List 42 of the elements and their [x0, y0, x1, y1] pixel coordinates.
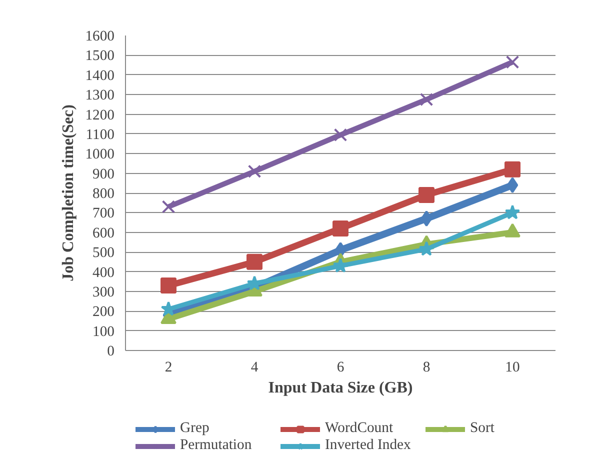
- point: [332, 220, 348, 236]
- y-tick-label: 900: [92, 166, 114, 182]
- x-tick-label: 10: [505, 360, 520, 376]
- point: [162, 200, 176, 214]
- x-axis-title: Input Data Size (GB): [268, 380, 413, 396]
- y-tick-label: 1600: [85, 28, 114, 44]
- point: [246, 254, 262, 270]
- y-tick-label: 1100: [86, 126, 115, 143]
- point: [504, 204, 520, 220]
- y-tick-label: 1400: [85, 68, 114, 84]
- x-tick-label: 8: [422, 360, 430, 376]
- point: [334, 128, 348, 142]
- point: [248, 164, 262, 178]
- y-tick-label: 1500: [85, 48, 114, 64]
- y-axis-title: Job Completion time(Sec): [60, 104, 78, 282]
- x-tick-label: 4: [250, 360, 259, 376]
- point: [420, 92, 434, 106]
- point: [420, 210, 432, 227]
- point: [418, 186, 434, 203]
- x-tick-label: 2: [164, 360, 172, 376]
- y-tick-label: 1200: [85, 107, 114, 124]
- point: [504, 161, 520, 178]
- y-tick-label: 300: [92, 284, 114, 300]
- y-tick-label: 700: [92, 206, 114, 222]
- y-tick-label: 1000: [85, 146, 114, 163]
- point: [506, 55, 520, 69]
- legend-label: Permutation: [180, 437, 253, 454]
- y-tick-label: 800: [92, 186, 114, 202]
- legend-label: Grep: [180, 420, 210, 437]
- x-tick-label: 6: [336, 360, 344, 376]
- legend-label: Inverted Index: [325, 437, 412, 454]
- legend-label: WordCount: [325, 420, 394, 437]
- point: [506, 177, 518, 194]
- y-tick-label: 0: [107, 344, 114, 360]
- y-tick-label: 200: [92, 304, 114, 320]
- y-tick-label: 400: [92, 264, 114, 281]
- legend-label: Sort: [470, 420, 496, 437]
- y-tick-label: 1300: [85, 88, 114, 104]
- y-tick-label: 100: [92, 324, 114, 340]
- point: [160, 278, 176, 294]
- y-tick-label: 600: [92, 225, 114, 242]
- y-tick-label: 500: [92, 245, 114, 262]
